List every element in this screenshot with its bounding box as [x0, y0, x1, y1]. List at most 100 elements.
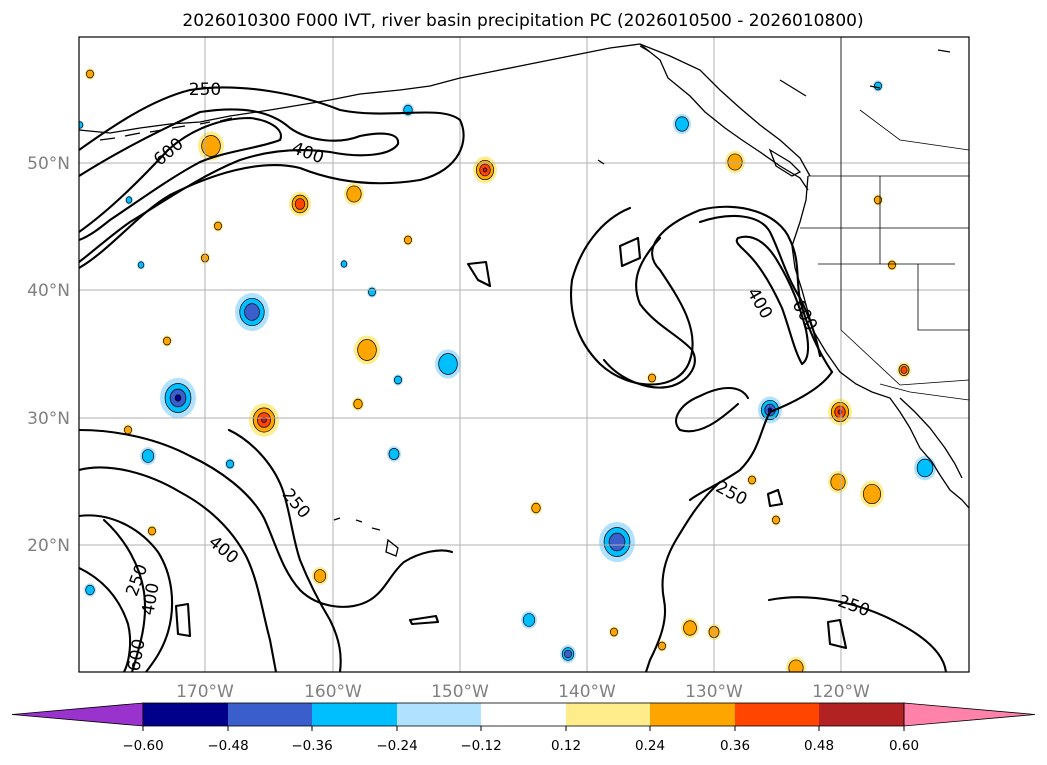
lat-label-40n: 40°N	[27, 281, 70, 301]
lon-label-170w: 170°W	[176, 682, 234, 702]
precip-negative-blob	[141, 449, 155, 463]
precip-positive-blob	[201, 135, 221, 157]
precip-negative-blob	[85, 584, 95, 596]
precip-positive-blob	[353, 398, 363, 410]
precip-positive-blob	[261, 416, 267, 424]
precip-negative-blob	[675, 116, 689, 132]
canada-provinces	[840, 37, 969, 176]
precip-positive-blob	[610, 627, 618, 637]
precip-positive-blob	[294, 198, 306, 210]
precip-negative-blob	[916, 458, 934, 478]
bc-coast	[639, 43, 809, 191]
contour-600-ridge	[735, 235, 810, 366]
colorbar-extend-low	[11, 702, 144, 727]
mexico-border	[879, 383, 969, 401]
small-islands	[597, 45, 951, 165]
contour-250-swirl	[570, 205, 834, 386]
colorbar-cells	[11, 702, 1036, 727]
contour-small-loop-a	[826, 618, 848, 650]
lat-labels: 50°N 40°N 30°N 20°N	[27, 154, 70, 556]
precip-positive-blob	[313, 569, 327, 583]
colorbar-label: −0.60	[122, 738, 163, 754]
colorbar-extend-high	[903, 702, 1036, 727]
precip-positive-blob	[86, 69, 94, 79]
contour-250-trough	[675, 386, 750, 433]
contour-400-sw	[79, 466, 278, 672]
precip-positive-blob	[772, 515, 780, 525]
precip-positive-blob	[648, 373, 656, 383]
contour-small-loop-b	[766, 488, 784, 508]
west-coast	[791, 175, 969, 509]
colorbar-label: 0.48	[804, 738, 834, 754]
colorbar-label: 0.12	[551, 738, 581, 754]
lon-label-140w: 140°W	[558, 682, 616, 702]
colorbar-label: −0.36	[291, 738, 332, 754]
contour-250-sw-left	[227, 428, 342, 672]
contour-small-loop-c	[174, 602, 192, 638]
contour-small-island-3	[408, 614, 440, 626]
colorbar-cell	[650, 703, 735, 726]
lon-label-150w: 150°W	[431, 682, 489, 702]
colorbar-label: −0.12	[460, 738, 501, 754]
contour-250-south-east	[644, 480, 722, 672]
alaska-coast	[79, 43, 811, 177]
precip-negative-blob	[522, 613, 536, 627]
contour-400-swirl	[698, 214, 822, 358]
colorbar-ticks	[142, 726, 905, 731]
precip-positive-blob	[863, 483, 881, 505]
gridlines	[79, 37, 969, 672]
lon-label-130w: 130°W	[685, 682, 743, 702]
precip-positive-blob	[346, 185, 362, 203]
precip-positive-blob	[148, 526, 156, 536]
contour-label: 250	[189, 80, 221, 100]
contour-small-island-1	[466, 260, 492, 288]
lon-labels: 170°W 160°W 150°W 140°W 130°W 120°W	[176, 682, 870, 702]
colorbar-cell	[819, 703, 904, 726]
precip-positive-blob	[163, 336, 171, 346]
precip-negative-blob	[608, 532, 626, 552]
precip-positive-blob	[683, 620, 697, 636]
contour-400-sw-bottom	[102, 518, 147, 672]
borders	[800, 37, 969, 401]
colorbar-label: 0.24	[635, 738, 665, 754]
chart-title: 2026010300 F000 IVT, river basin precipi…	[182, 11, 863, 31]
precip-positive-blob	[874, 195, 882, 205]
colorbar-cell	[228, 703, 312, 726]
colorbar: −0.60 −0.48 −0.36 −0.24 −0.12 0.12 0.24 …	[11, 702, 1036, 754]
precip-positive-blob	[658, 641, 666, 651]
colorbar-labels: −0.60 −0.48 −0.36 −0.24 −0.12 0.12 0.24 …	[122, 738, 919, 754]
contour-250-sw	[79, 428, 454, 608]
aleutian-islands	[99, 117, 233, 141]
precip-positive-blob	[357, 339, 377, 361]
colorbar-label: −0.24	[376, 738, 417, 754]
ivt-contours	[79, 86, 948, 672]
contour-250-swirl-lower	[688, 370, 834, 502]
precip-negative-blob	[388, 448, 400, 460]
colorbar-outline	[142, 702, 905, 727]
precip-positive-blob	[482, 167, 488, 173]
precip-negative-blob	[226, 459, 234, 469]
coastlines	[79, 43, 969, 557]
precip-positive-blob	[748, 475, 756, 485]
lat-label-50n: 50°N	[27, 154, 70, 174]
precip-negative-blob	[368, 287, 376, 297]
colorbar-cell	[481, 703, 566, 726]
precip-positive-blob	[214, 221, 222, 231]
precip-negative-blob	[340, 260, 348, 268]
colorbar-label: 0.36	[720, 738, 750, 754]
precip-negative-blob	[79, 121, 84, 129]
precip-positive-blob	[830, 473, 846, 491]
precip-positive-blob	[531, 502, 541, 514]
precip-negative-blob	[125, 196, 133, 204]
contour-250-inner	[602, 236, 696, 389]
colorbar-cell	[566, 703, 650, 726]
precip-negative-blob	[137, 261, 145, 269]
precip-positive-blob	[727, 153, 743, 171]
colorbar-cell	[312, 703, 397, 726]
contour-small-island-2	[618, 236, 642, 268]
lon-label-120w: 120°W	[812, 682, 870, 702]
precip-positive-blob	[124, 425, 132, 435]
hawaii	[333, 517, 399, 557]
precip-negative-blob	[174, 394, 182, 402]
